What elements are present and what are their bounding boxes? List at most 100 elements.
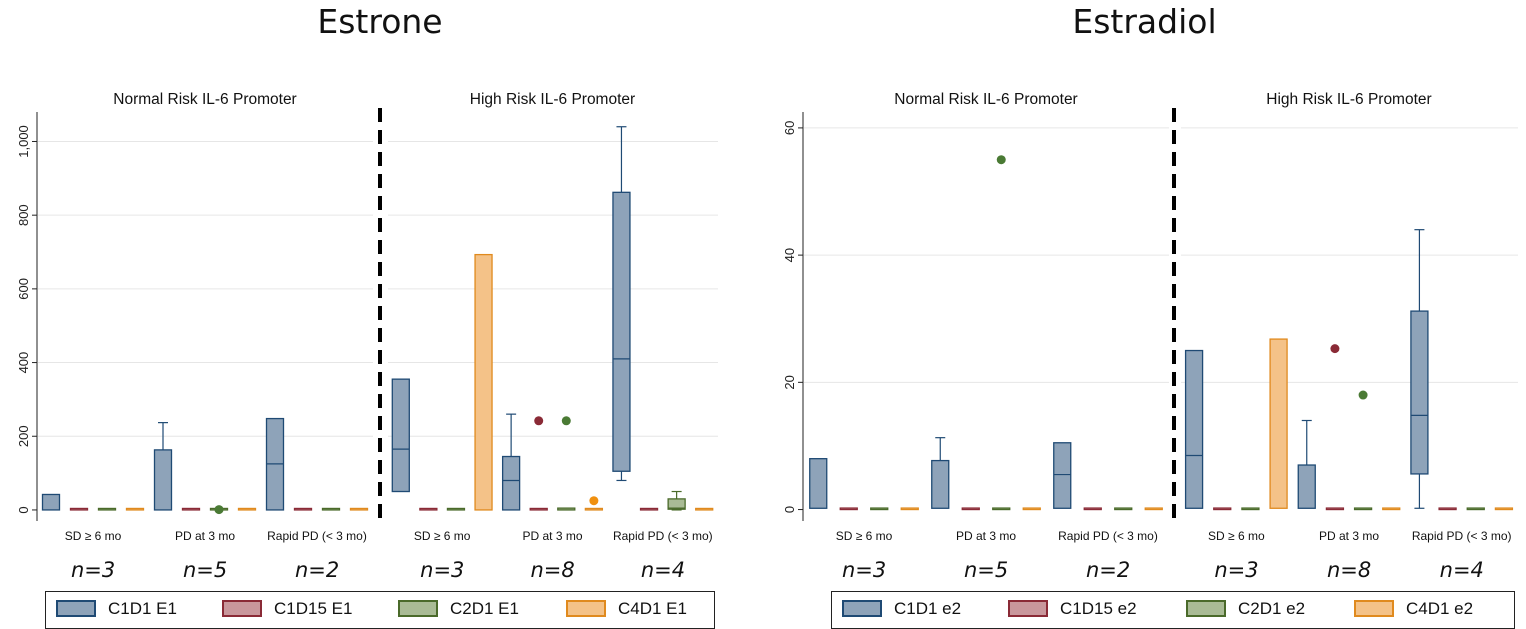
y-tick-label: 60 <box>782 121 797 135</box>
legend-swatch-c1d15 <box>1008 600 1048 617</box>
box <box>1184 349 1204 509</box>
legend-label: C4D1 e2 <box>1406 599 1474 618</box>
legend-swatch-c2d1 <box>398 600 438 617</box>
n-label: n=5 <box>183 558 228 582</box>
box <box>153 449 173 511</box>
n-label: n=8 <box>530 558 575 582</box>
legend-swatch-c1d1 <box>842 600 882 617</box>
estradiol-title: Estradiol <box>1072 2 1217 41</box>
legend-swatch-c2d1 <box>1186 600 1226 617</box>
box <box>321 507 341 511</box>
y-tick-label: 400 <box>16 352 31 374</box>
panel-title: High Risk IL-6 Promoter <box>1266 91 1431 108</box>
box <box>1410 310 1429 475</box>
y-tick-label: 600 <box>16 278 31 300</box>
box <box>1241 507 1260 511</box>
box <box>839 507 858 511</box>
legend-label: C1D15 E1 <box>274 599 353 618</box>
box <box>1053 442 1072 509</box>
n-label: n=8 <box>1327 558 1372 582</box>
y-tick-label: 0 <box>782 506 797 513</box>
box <box>1438 507 1457 511</box>
category-label: SD ≥ 6 mo <box>1208 529 1265 543</box>
legend-swatch-c1d15 <box>222 600 262 617</box>
y-tick-label: 0 <box>16 506 31 513</box>
box <box>1269 338 1288 509</box>
box <box>584 507 604 511</box>
n-label: n=4 <box>1439 558 1484 582</box>
box <box>125 507 145 511</box>
n-label: n=3 <box>71 558 116 582</box>
n-label: n=3 <box>1214 558 1259 582</box>
box <box>446 507 466 511</box>
box <box>97 507 117 511</box>
box <box>639 507 659 511</box>
estrone-chart: 0 200 400 600 800 1,000 Normal Risk IL-6 Promo… <box>16 91 718 543</box>
panel-title: High Risk IL-6 Promoter <box>470 91 635 108</box>
box <box>1494 507 1514 511</box>
box <box>529 507 548 511</box>
box <box>931 459 950 509</box>
category-label: PD at 3 mo <box>1319 529 1379 543</box>
legend-label: C2D1 e2 <box>1238 599 1306 618</box>
n-label: n=2 <box>1086 558 1131 582</box>
box <box>293 507 313 511</box>
box <box>809 458 828 509</box>
legend-label: C1D1 E1 <box>108 599 177 618</box>
category-label: Rapid PD (< 3 mo) <box>1412 529 1512 543</box>
y-tick-label: 20 <box>782 375 797 389</box>
outlier-point <box>561 416 571 426</box>
box <box>992 507 1011 511</box>
outlier-point <box>589 496 599 506</box>
box <box>870 507 889 511</box>
category-label: PD at 3 mo <box>522 529 582 543</box>
category-label: Rapid PD (< 3 mo) <box>613 529 713 543</box>
estrone-legend: C1D1 E1 C1D15 E1 C2D1 E1 C4D1 E1 <box>45 591 715 629</box>
category-label: Rapid PD (< 3 mo) <box>267 529 367 543</box>
box <box>181 507 201 511</box>
box <box>961 507 980 511</box>
category-label: Rapid PD (< 3 mo) <box>1058 529 1158 543</box>
estradiol-chart: 0 20 40 60 Normal Risk IL-6 Promoter SD ≥ 6 m… <box>782 91 1518 543</box>
category-label: PD at 3 mo <box>175 529 235 543</box>
box <box>349 507 369 511</box>
box <box>612 191 631 472</box>
box <box>1325 507 1345 511</box>
box <box>419 507 438 511</box>
outlier-point <box>1358 390 1368 400</box>
y-tick-label: 800 <box>16 204 31 226</box>
box <box>69 507 89 511</box>
box <box>1022 507 1041 511</box>
box <box>237 507 257 511</box>
box <box>391 378 410 493</box>
estrone-figure: Estrone 0 200 400 600 800 1,000 Normal Risk IL… <box>0 0 760 629</box>
box <box>1297 464 1316 509</box>
legend-label: C1D1 e2 <box>894 599 962 618</box>
box <box>41 493 61 511</box>
box <box>1083 507 1102 511</box>
box <box>1382 507 1401 511</box>
n-label: n=3 <box>842 558 887 582</box>
legend-swatch-c4d1 <box>566 600 606 617</box>
box <box>557 507 576 511</box>
y-tick-label: 40 <box>782 248 797 262</box>
category-label: PD at 3 mo <box>956 529 1016 543</box>
estradiol-legend: C1D1 e2 C1D15 e2 C2D1 e2 C4D1 e2 <box>831 591 1515 629</box>
box <box>900 507 919 511</box>
y-tick-label: 200 <box>16 425 31 447</box>
outlier-point <box>214 505 224 515</box>
legend-label: C4D1 E1 <box>618 599 687 618</box>
n-label: n=5 <box>964 558 1009 582</box>
box <box>1213 507 1232 511</box>
n-label: n=4 <box>640 558 686 582</box>
n-label: n=2 <box>295 558 340 582</box>
box <box>695 507 714 511</box>
outlier-point <box>996 155 1006 165</box>
estrone-title: Estrone <box>317 2 443 41</box>
box <box>1144 507 1163 511</box>
category-label: SD ≥ 6 mo <box>836 529 893 543</box>
box <box>1114 507 1133 511</box>
box <box>474 253 493 511</box>
box <box>667 498 686 510</box>
estradiol-figure: Estradiol 0 20 40 60 Normal Risk IL-6 Promot… <box>763 0 1526 629</box>
